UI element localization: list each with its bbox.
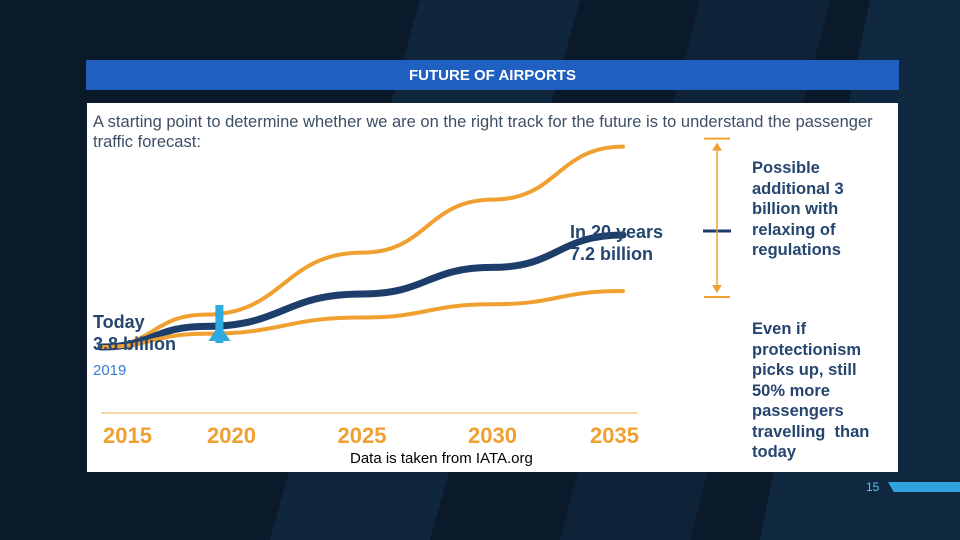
- page-number: 15: [866, 480, 880, 494]
- marker-arrow-shaft: [215, 305, 224, 343]
- series-line-base: [97, 231, 627, 351]
- traffic-forecast-chart: 2015 2020 2025 2030 2035: [97, 137, 731, 448]
- annotation-future-line-1: In 20 years: [570, 222, 664, 242]
- annotation-even-if-line-7: today: [752, 443, 797, 461]
- page-number-accent: [888, 482, 960, 492]
- marker-year-label: 2019: [93, 362, 127, 379]
- annotation-possible-line-4: relaxing of: [752, 220, 836, 239]
- annotation-even-if-line-6: travelling than: [752, 422, 870, 441]
- annotation-possible-line-3: billion with: [752, 200, 839, 218]
- x-tick-label-2035: 2035: [590, 423, 639, 448]
- bracket-arrow-down: [712, 285, 722, 293]
- annotation-today-line-1: Today: [93, 312, 145, 332]
- annotation-even-if: Even if protectionism picks up, still 50…: [752, 319, 869, 463]
- annotation-even-if-line-1: Even if: [752, 320, 807, 338]
- annotation-possible-line-1: Possible: [752, 159, 820, 177]
- chart-intro-text: A starting point to determine whether we…: [93, 113, 873, 151]
- marker-arrow-head: [208, 324, 231, 341]
- annotation-possible-line-5: regulations: [752, 241, 841, 259]
- x-tick-label-2025: 2025: [338, 423, 387, 448]
- annotation-today-line-2: 3.8 billion: [93, 334, 177, 354]
- source-note: Data is taken from IATA.org: [350, 450, 533, 467]
- annotation-even-if-line-2: protectionism: [752, 340, 862, 359]
- annotation-future: In 20 years 7.2 billion: [570, 221, 663, 265]
- annotation-possible: Possible additional 3 billion with relax…: [752, 158, 844, 261]
- chart-panel: A starting point to determine whether we…: [87, 103, 898, 472]
- x-tick-label-2015: 2015: [103, 423, 152, 448]
- series-line-lower: [99, 289, 625, 349]
- series-line-upper: [99, 144, 625, 349]
- annotation-future-line-2: 7.2 billion: [570, 244, 654, 264]
- annotation-even-if-line-4: 50% more: [752, 381, 830, 400]
- slide-title-bar: FUTURE OF AIRPORTS: [86, 60, 899, 90]
- x-tick-label-2020: 2020: [207, 423, 256, 448]
- bracket-arrow-up: [712, 142, 722, 151]
- annotation-even-if-line-5: passengers: [752, 402, 844, 420]
- annotation-possible-line-2: additional 3: [752, 179, 844, 198]
- annotation-even-if-line-3: picks up, still: [752, 361, 857, 379]
- x-tick-label-2030: 2030: [468, 423, 517, 448]
- annotation-today: Today 3.8 billion: [93, 311, 176, 355]
- slide-title: FUTURE OF AIRPORTS: [409, 66, 576, 84]
